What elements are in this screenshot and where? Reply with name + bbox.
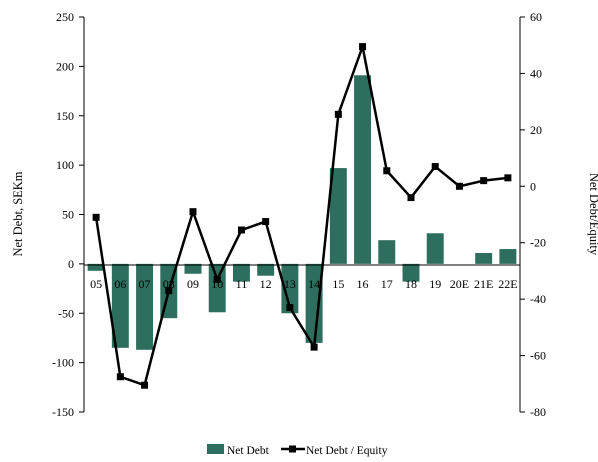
legend: Net Debt Net Debt / Equity bbox=[207, 444, 388, 457]
legend-line-marker bbox=[289, 445, 296, 453]
net-debt-bar bbox=[208, 263, 226, 313]
category-label: 17 bbox=[381, 277, 393, 291]
left-axis-tick-label: 0 bbox=[68, 257, 74, 271]
category-label: 06 bbox=[114, 277, 126, 291]
net-debt-equity-point bbox=[504, 174, 512, 182]
right-axis-tick-label: -60 bbox=[530, 349, 546, 363]
net-debt-equity-point bbox=[92, 213, 100, 221]
left-axis-tick-label: 100 bbox=[56, 158, 74, 172]
left-axis-tick-label: -150 bbox=[52, 405, 74, 419]
category-label: 12 bbox=[260, 277, 272, 291]
category-label: 22E bbox=[498, 277, 517, 291]
category-label: 13 bbox=[284, 277, 296, 291]
category-label: 16 bbox=[357, 277, 369, 291]
net-debt-equity-point bbox=[310, 343, 318, 351]
right-axis-tick-label: -40 bbox=[530, 292, 546, 306]
right-axis-tick-label: 40 bbox=[530, 66, 542, 80]
net-debt-bar bbox=[281, 263, 299, 314]
legend-bar-label: Net Debt bbox=[227, 445, 270, 457]
net-debt-bar bbox=[354, 75, 372, 264]
right-axis-tick-label: 60 bbox=[530, 10, 542, 24]
right-axis-tick-label: 20 bbox=[530, 123, 542, 137]
right-axis-tick-label: -20 bbox=[530, 236, 546, 250]
net-debt-equity-point bbox=[286, 304, 294, 312]
category-label: 20E bbox=[450, 277, 469, 291]
right-axis-tick-label: 0 bbox=[530, 179, 536, 193]
net-debt-bar bbox=[87, 263, 105, 271]
net-debt-bar bbox=[378, 240, 396, 264]
net-debt-equity-point bbox=[334, 110, 342, 118]
category-label: 21E bbox=[474, 277, 493, 291]
left-axis-tick-label: 250 bbox=[56, 10, 74, 24]
net-debt-bar bbox=[426, 233, 444, 264]
left-axis-tick-label: -50 bbox=[58, 306, 74, 320]
left-axis-tick-label: -100 bbox=[52, 356, 74, 370]
legend-bar-swatch bbox=[207, 444, 224, 454]
left-axis-title: Net Debt, SEKm bbox=[11, 171, 25, 256]
net-debt-equity-line-path bbox=[94, 45, 509, 387]
right-axis-title: Net Debt/Equity bbox=[587, 173, 598, 256]
net-debt-bar bbox=[257, 263, 275, 276]
net-debt-bar bbox=[499, 249, 517, 264]
category-label: 05 bbox=[90, 277, 102, 291]
net-debt-equity-point bbox=[480, 177, 488, 185]
net-debt-equity-point bbox=[141, 381, 149, 389]
net-debt-equity-point bbox=[431, 163, 439, 171]
legend-line-label: Net Debt / Equity bbox=[306, 445, 388, 457]
right-axis-tick-label: -80 bbox=[530, 405, 546, 419]
category-label: 15 bbox=[332, 277, 344, 291]
net-debt-equity-point bbox=[213, 275, 221, 283]
net-debt-bar bbox=[111, 263, 129, 348]
net-debt-equity-point bbox=[407, 194, 415, 202]
left-axis-tick-label: 150 bbox=[56, 109, 74, 123]
category-label: 14 bbox=[308, 277, 320, 291]
net-debt-equity-point bbox=[455, 182, 463, 190]
net-debt-bar bbox=[475, 253, 493, 264]
net-debt-equity-point bbox=[116, 373, 124, 381]
net-debt-equity-point bbox=[359, 43, 367, 51]
left-axis-tick-label: 50 bbox=[62, 208, 74, 222]
category-label: 19 bbox=[429, 277, 441, 291]
net-debt-bar bbox=[232, 263, 250, 282]
net-debt-bar bbox=[305, 263, 323, 343]
net-debt-equity-point bbox=[383, 167, 391, 175]
left-axis-tick-label: 200 bbox=[56, 59, 74, 73]
category-labels: 05 06 07 08 09 10 11 12 13 14 15 16 17 18 19 20E 21E 22E bbox=[90, 277, 517, 291]
right-axis: 60 40 20 0 -20 -40 -60 -80 bbox=[519, 10, 546, 419]
category-label: 09 bbox=[187, 277, 199, 291]
net-debt-bar bbox=[184, 263, 202, 274]
net-debt-equity-point bbox=[262, 218, 270, 226]
category-label: 07 bbox=[139, 277, 151, 291]
left-axis: 250 200 150 100 50 0 -50 -100 -150 bbox=[52, 10, 85, 419]
category-label: 11 bbox=[236, 277, 248, 291]
category-label: 18 bbox=[405, 277, 417, 291]
net-debt-bar bbox=[329, 168, 347, 264]
net-debt-bar bbox=[136, 263, 154, 350]
net-debt-bar bbox=[402, 263, 420, 282]
net-debt-equity-line bbox=[92, 43, 512, 389]
net-debt-bars bbox=[87, 75, 517, 350]
net-debt-equity-point bbox=[189, 208, 197, 216]
net-debt-equity-point bbox=[165, 287, 173, 295]
net-debt-equity-point bbox=[237, 226, 245, 234]
